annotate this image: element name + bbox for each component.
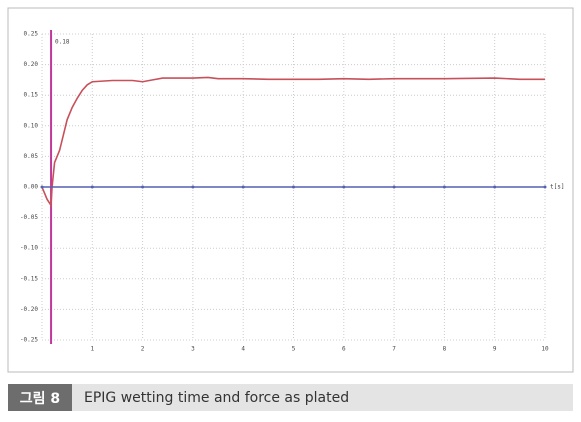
caption-label: 그림 8	[8, 384, 72, 411]
point	[141, 185, 145, 189]
point	[392, 185, 396, 189]
x-tick-label: 2	[141, 346, 145, 353]
point	[292, 185, 295, 189]
y-tick-label: -0.25	[20, 337, 38, 344]
x-tick-label: 4	[241, 346, 245, 353]
marker-label: 0.18	[55, 39, 70, 46]
point	[40, 185, 44, 189]
y-tick-label: -0.10	[20, 245, 38, 252]
caption-text: EPIG wetting time and force as plated	[84, 389, 350, 406]
y-tick-label: -0.15	[20, 275, 38, 282]
x-tick-label: 10	[541, 346, 549, 353]
caption: 그림 8 EPIG wetting time and force as plat…	[8, 384, 573, 411]
point	[191, 185, 195, 189]
point	[493, 185, 497, 189]
x-tick-label: 7	[392, 346, 396, 353]
point	[442, 185, 446, 189]
y-tick-label: 0.05	[24, 153, 39, 160]
y-tick-label: 0.20	[24, 61, 39, 68]
x-tick-label: 1	[90, 346, 94, 353]
y-tick-label: 0.10	[24, 122, 39, 129]
point	[241, 185, 245, 189]
x-tick-label: 8	[443, 346, 447, 353]
x-tick-label: 3	[191, 346, 195, 353]
line	[41, 76, 545, 208]
x-tick-label: 5	[292, 346, 296, 353]
y-tick-label: -0.20	[20, 306, 38, 313]
chart: t[s] 0.25 0.20 0.15 0.10 0.05 0.00 -0.05 -0.10 -…	[7, 7, 574, 373]
frame	[7, 7, 574, 373]
x-tick-label: 6	[342, 346, 346, 353]
y-tick-label: 0.25	[24, 31, 39, 38]
y-tick-label: -0.05	[20, 214, 38, 221]
x-axis-label: t[s]	[550, 184, 564, 191]
point	[90, 185, 94, 189]
point	[543, 185, 547, 189]
point	[342, 185, 346, 189]
y-tick-label: 0.00	[24, 184, 39, 191]
y-tick-label: 0.15	[24, 92, 39, 99]
x-tick-label: 9	[493, 346, 497, 353]
